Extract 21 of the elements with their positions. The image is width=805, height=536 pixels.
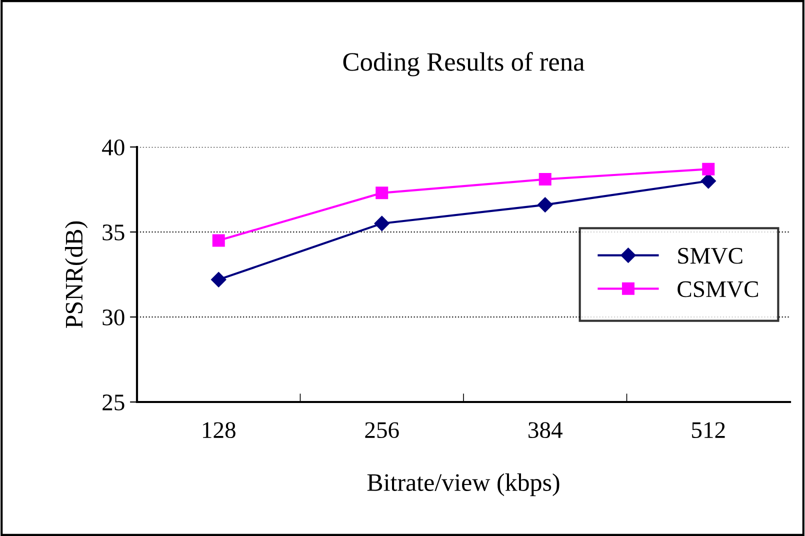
y-tick-label: 25 (102, 394, 124, 410)
legend-label: CSMVC (678, 281, 758, 298)
point (702, 162, 715, 176)
point (374, 216, 390, 232)
chart-title: Coding Results of rena (343, 52, 584, 76)
point (700, 173, 716, 189)
point (538, 197, 553, 212)
legend-label: SMVC (678, 248, 742, 264)
x-axis-title: Bitrate/view (kbps) (367, 473, 560, 496)
y-axis-title: PSNR(dB) (65, 221, 88, 328)
x-tick-label: 256 (365, 422, 399, 438)
y-tick-label: 40 (102, 139, 124, 156)
y-tick-label: 30 (102, 309, 124, 326)
point (376, 186, 388, 200)
x-tick-label: 384 (528, 422, 562, 438)
point (211, 272, 226, 288)
point (538, 173, 552, 186)
y-tick-label: 35 (102, 224, 124, 240)
point (212, 234, 225, 247)
x-tick-label: 512 (692, 422, 725, 438)
x-tick-label: 128 (202, 422, 236, 438)
